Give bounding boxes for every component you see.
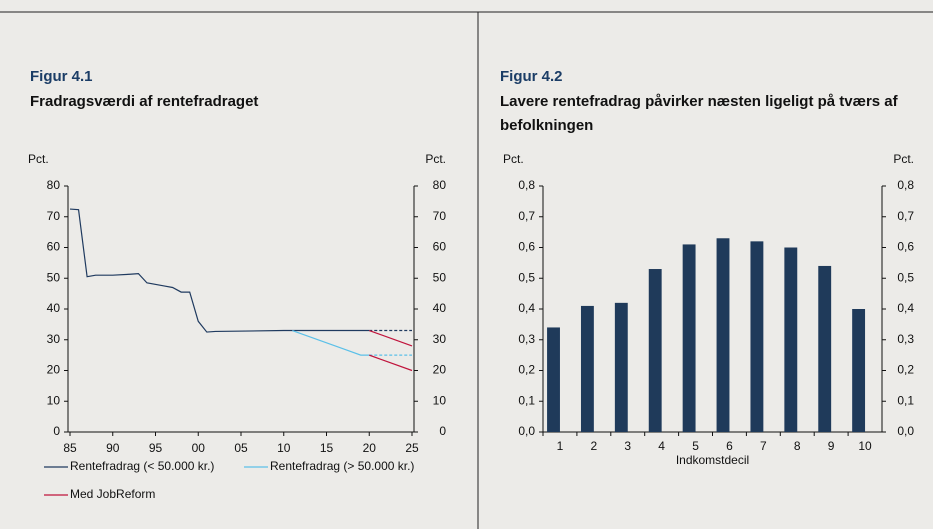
y-tick-label: 0,0 (518, 424, 535, 438)
y2-tick-label: 0 (439, 424, 446, 438)
y-tick-label: 0,8 (518, 178, 535, 192)
y-tick-label: 0,2 (518, 363, 535, 377)
y-tick-label: 40 (47, 301, 61, 315)
y2-tick-label: 40 (433, 301, 447, 315)
x-tick-label: 15 (320, 441, 334, 455)
y-tick-label: 20 (47, 363, 61, 377)
y-axis-label: Pct. (503, 152, 524, 166)
x-tick-label: 05 (234, 441, 248, 455)
y2-tick-label: 0,1 (897, 393, 914, 407)
y-tick-label: 80 (47, 178, 61, 192)
bar (547, 327, 560, 432)
x-tick-label: 85 (63, 441, 77, 455)
x-tick-label: 1 (557, 439, 564, 453)
bar (614, 302, 628, 432)
bar (852, 309, 866, 432)
x-tick-label: 10 (858, 439, 872, 453)
x-tick-label: 90 (106, 441, 120, 455)
y2-tick-label: 0,5 (897, 270, 914, 284)
x-tick-label: 8 (794, 439, 801, 453)
x-axis-label: Indkomstdecil (676, 453, 749, 467)
legend-label: Rentefradrag (< 50.000 kr.) (70, 459, 214, 473)
x-tick-label: 3 (624, 439, 631, 453)
y2-tick-label: 0,3 (897, 332, 914, 346)
x-tick-label: 5 (692, 439, 699, 453)
y2-tick-label: 10 (433, 393, 447, 407)
y-tick-label: 70 (47, 209, 61, 223)
y-tick-label: 50 (47, 270, 61, 284)
y2-tick-label: 70 (433, 209, 447, 223)
y2-axis-label: Pct. (425, 152, 446, 166)
x-tick-label: 25 (405, 441, 419, 455)
line-series (369, 329, 413, 347)
x-tick-label: 10 (277, 441, 291, 455)
y2-tick-label: 0,8 (897, 178, 914, 192)
y-tick-label: 0,1 (518, 393, 535, 407)
y-tick-label: 60 (47, 240, 61, 254)
y-tick-label: 0,7 (518, 209, 535, 223)
y2-tick-label: 80 (433, 178, 447, 192)
bar (750, 241, 764, 432)
line-series (369, 354, 413, 372)
legend-label: Rentefradrag (> 50.000 kr.) (270, 459, 414, 473)
y-tick-label: 0,4 (518, 301, 535, 315)
y2-tick-label: 0,2 (897, 363, 914, 377)
y2-tick-label: 30 (433, 332, 447, 346)
bar (648, 269, 662, 432)
x-tick-label: 20 (363, 441, 377, 455)
y-tick-label: 0,5 (518, 270, 535, 284)
y-tick-label: 0,6 (518, 240, 535, 254)
bar (818, 265, 832, 432)
line-series (292, 329, 370, 356)
y-tick-label: 0,3 (518, 332, 535, 346)
x-tick-label: 6 (726, 439, 733, 453)
y-tick-label: 0 (53, 424, 60, 438)
y2-tick-label: 0,0 (897, 424, 914, 438)
y2-tick-label: 0,6 (897, 240, 914, 254)
bar (682, 244, 696, 432)
chart-title: Fradragsværdi af rentefradraget (30, 93, 259, 110)
y2-tick-label: 20 (433, 363, 447, 377)
x-tick-label: 2 (591, 439, 598, 453)
figure-label: Figur 4.1 (30, 68, 93, 85)
legend-label: Med JobReform (70, 487, 155, 501)
bar (784, 247, 798, 432)
y2-tick-label: 60 (433, 240, 447, 254)
x-tick-label: 7 (760, 439, 767, 453)
y2-tick-label: 0,4 (897, 301, 914, 315)
y-tick-label: 30 (47, 332, 61, 346)
figure-label: Figur 4.2 (500, 68, 563, 85)
bar (580, 305, 594, 432)
line-series (69, 208, 370, 333)
y-axis-label: Pct. (28, 152, 49, 166)
bar (716, 238, 730, 432)
x-tick-label: 00 (192, 441, 206, 455)
chart-title: Lavere rentefradrag påvirker næsten lige… (500, 93, 898, 134)
y2-tick-label: 0,7 (897, 209, 914, 223)
x-tick-label: 4 (658, 439, 665, 453)
x-tick-label: 9 (828, 439, 835, 453)
y2-axis-label: Pct. (893, 152, 914, 166)
x-tick-label: 95 (149, 441, 163, 455)
y2-tick-label: 50 (433, 270, 447, 284)
y-tick-label: 10 (47, 393, 61, 407)
